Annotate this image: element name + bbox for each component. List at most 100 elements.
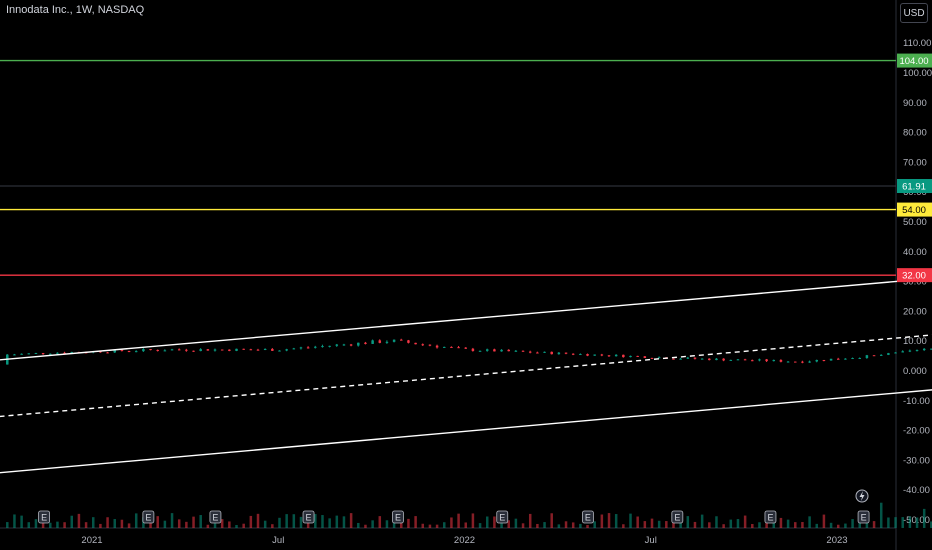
volume-bar <box>342 516 346 528</box>
candle-body <box>901 351 904 353</box>
volume-bar <box>614 514 618 528</box>
candle-body <box>242 348 245 350</box>
volume-bar <box>600 514 604 528</box>
candle-body <box>672 358 675 360</box>
channel-middle-line <box>0 334 932 418</box>
volume-bar <box>77 513 81 528</box>
candle-body <box>579 354 582 356</box>
candle-body <box>385 341 389 343</box>
volume-bar <box>285 514 288 528</box>
volume-bar <box>485 516 489 528</box>
volume-bar <box>729 519 733 528</box>
volume-bar <box>206 524 210 528</box>
candle-body <box>801 361 804 363</box>
candle-body <box>686 357 690 359</box>
candle-body <box>471 348 475 351</box>
volume-bar <box>63 522 66 528</box>
channel-upper-line <box>0 277 932 361</box>
y-tick-label: 50.00 <box>903 217 927 228</box>
candle-body <box>908 350 912 352</box>
volume-bar <box>779 517 783 528</box>
level-price-tag <box>897 202 932 217</box>
candle-body <box>228 349 231 351</box>
candle-body <box>206 349 210 351</box>
candle-body <box>457 347 460 349</box>
candle-body <box>163 350 167 352</box>
candle-body <box>736 359 740 361</box>
earnings-marker <box>671 510 684 524</box>
volume-bar <box>586 524 589 528</box>
candle-body <box>63 352 66 354</box>
candle-body <box>729 359 733 361</box>
volume-bar <box>134 513 138 528</box>
volume-bar <box>758 522 761 528</box>
candle-body <box>722 358 725 361</box>
candle-body <box>507 349 510 352</box>
candle-body <box>708 358 711 361</box>
candle-body <box>557 352 561 355</box>
volume-bar <box>263 520 267 528</box>
x-tick-label: 2023 <box>826 535 847 546</box>
volume-bar <box>571 522 575 528</box>
volume-bar <box>371 520 374 528</box>
candle-body <box>235 348 238 351</box>
candle-body <box>120 349 124 352</box>
candle-body <box>643 356 647 358</box>
candle-body <box>364 342 367 344</box>
y-tick-label: 110.00 <box>903 38 931 49</box>
earnings-marker <box>38 510 50 524</box>
candle-body <box>815 359 819 362</box>
candle-body <box>622 354 625 358</box>
volume-bar <box>392 519 396 528</box>
volume-bar <box>49 522 52 528</box>
volume-bar <box>579 523 582 528</box>
candle-body <box>435 345 439 348</box>
candle-body <box>400 339 403 341</box>
candle-body <box>13 354 16 356</box>
level-price-label: 32.00 <box>902 271 926 282</box>
candle-body <box>199 349 202 352</box>
candle-body <box>421 344 425 346</box>
volume-bar <box>163 520 167 528</box>
volume-bar <box>357 522 360 528</box>
volume-bar <box>794 522 797 528</box>
candle-body <box>536 352 539 354</box>
volume-bar <box>657 520 661 528</box>
volume-bar <box>930 521 932 528</box>
y-tick-label: 10.00 <box>903 336 927 347</box>
candle-body <box>99 351 102 353</box>
volume-bar <box>894 517 897 528</box>
volume-bar <box>901 517 904 528</box>
volume-bar <box>249 515 253 528</box>
candle-body <box>915 350 919 352</box>
volume-bar <box>650 518 654 528</box>
volume-bar <box>450 517 453 528</box>
volume-bar <box>751 523 754 528</box>
candle-body <box>335 344 339 346</box>
candle-body <box>20 353 23 355</box>
volume-bar <box>428 524 432 528</box>
volume-bar <box>27 522 31 528</box>
earnings-markers: EEEEEEEEEEEEEEEEEEEEEE <box>38 510 870 524</box>
candle-body <box>485 349 489 351</box>
candle-body <box>829 358 833 361</box>
earnings-marker <box>857 510 870 524</box>
volume-bar <box>808 516 811 528</box>
volume-bar <box>213 523 217 528</box>
candle-body <box>192 350 195 352</box>
candle-body <box>299 347 303 349</box>
candle-body <box>872 355 876 357</box>
volume-bar <box>679 518 682 528</box>
candle-body <box>715 358 718 361</box>
candle-body <box>500 349 503 352</box>
candle-body <box>34 353 38 355</box>
candle-body <box>292 348 296 350</box>
volume-bar <box>421 523 425 528</box>
candle-body <box>693 357 697 359</box>
candle-body <box>249 349 253 351</box>
volume-bar <box>636 516 639 528</box>
x-axis: 2021Jul2022Jul2023Jul2024Jul2025 <box>81 535 847 546</box>
currency-button[interactable]: USD <box>900 3 928 23</box>
volume-bar <box>149 520 152 528</box>
